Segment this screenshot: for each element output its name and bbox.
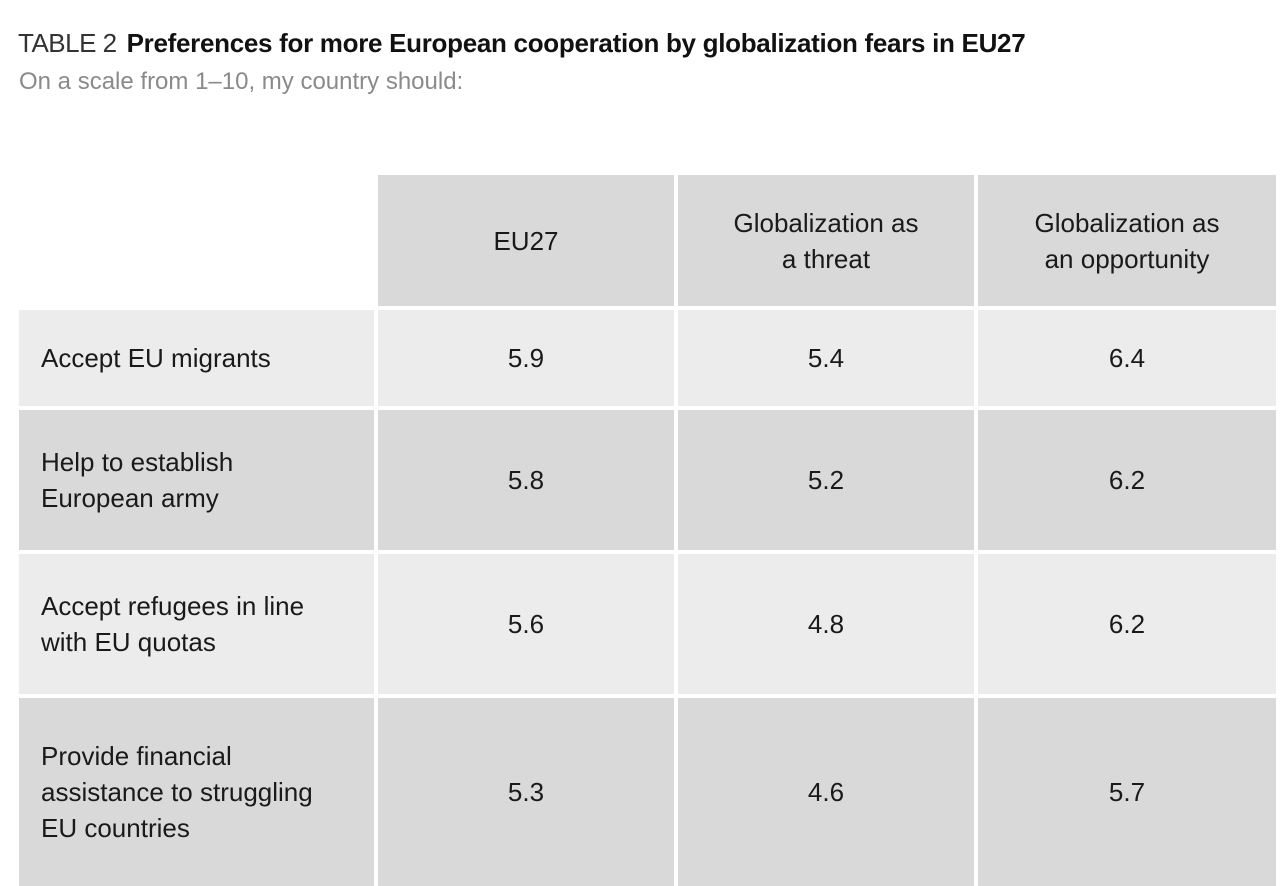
row-label: Accept refugees in line with EU quotas	[19, 554, 374, 694]
table-cell: 5.4	[678, 310, 974, 406]
table-cell: 6.2	[978, 554, 1276, 694]
table-subtitle: On a scale from 1–10, my country should:	[19, 68, 464, 95]
header-corner-cell	[19, 175, 374, 306]
data-table: EU27 Globalization as a threat Globaliza…	[19, 175, 1276, 886]
table-label: TABLE 2	[18, 28, 117, 58]
row-label: Provide financial assistance to struggli…	[19, 698, 374, 886]
table-cell: 6.4	[978, 310, 1276, 406]
table-cell: 5.3	[378, 698, 674, 886]
table-cell: 4.6	[678, 698, 974, 886]
column-header-opportunity: Globalization as an opportunity	[978, 175, 1276, 306]
table-cell: 5.9	[378, 310, 674, 406]
table-title: TABLE 2 Preferences for more European coo…	[18, 26, 1026, 60]
table-cell: 4.8	[678, 554, 974, 694]
table-cell: 5.6	[378, 554, 674, 694]
table-cell: 5.7	[978, 698, 1276, 886]
row-label: Help to establish European army	[19, 410, 374, 550]
column-header-eu27: EU27	[378, 175, 674, 306]
table-cell: 5.8	[378, 410, 674, 550]
table-cell: 5.2	[678, 410, 974, 550]
row-label: Accept EU migrants	[19, 310, 374, 406]
column-header-threat: Globalization as a threat	[678, 175, 974, 306]
table-title-text: Preferences for more European cooperatio…	[126, 28, 1026, 58]
table-cell: 6.2	[978, 410, 1276, 550]
